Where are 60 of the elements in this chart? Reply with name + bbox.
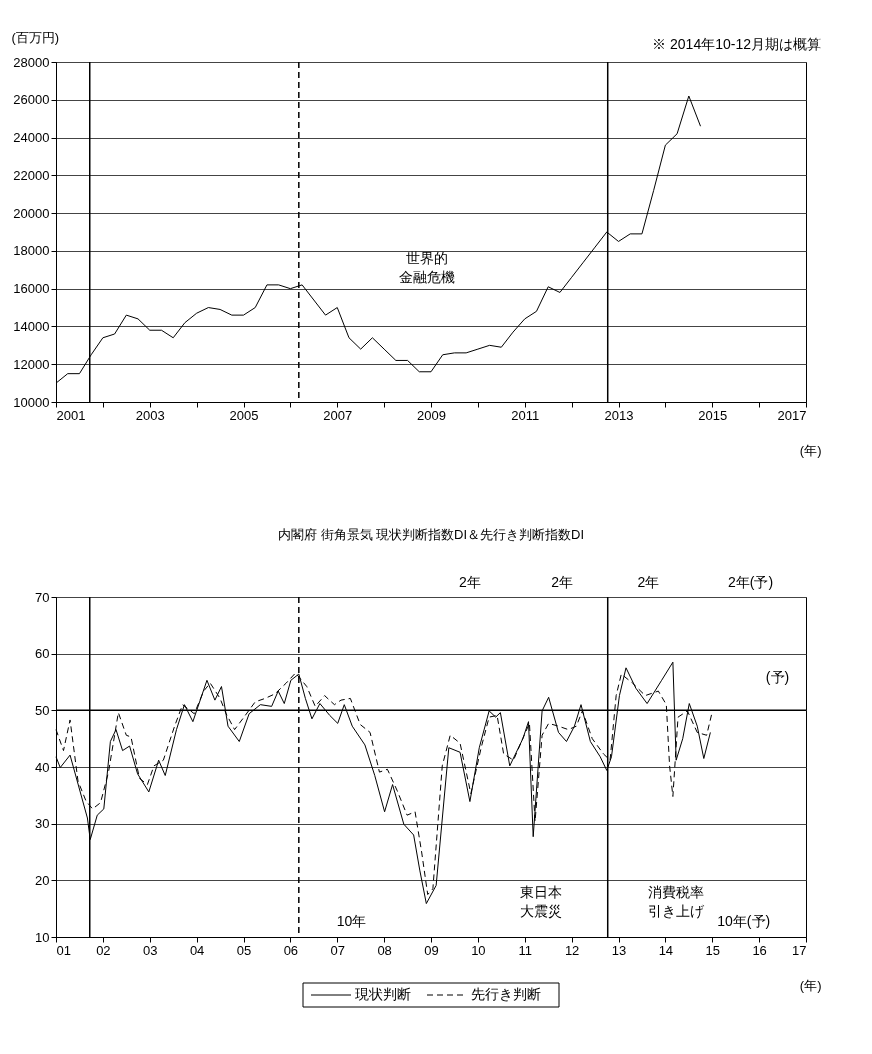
x-tick-label: 04 xyxy=(189,942,205,958)
text: 2年 xyxy=(637,574,660,591)
x-tick-label: 02 xyxy=(96,942,111,958)
x-tick-label: 2003 xyxy=(135,407,165,423)
x-tick-label: 07 xyxy=(330,942,345,958)
y-tick-label: 40 xyxy=(35,759,50,775)
legend-label: 先行き判断 xyxy=(471,986,541,1002)
x-tick-label: 17 xyxy=(792,942,807,958)
x-tick-label: 2011 xyxy=(511,407,540,423)
chart-title: 内閣府 街角景気 現状判断指数DI＆先行き判断指数DI xyxy=(277,527,585,543)
y-tick-label: 16000 xyxy=(13,281,50,297)
legend-label: 現状判断 xyxy=(355,986,411,1002)
y-tick-label: 20000 xyxy=(13,205,50,221)
x-tick-label: 06 xyxy=(283,942,299,958)
y-tick-label: 14000 xyxy=(13,318,50,334)
annotation: 10年(予) xyxy=(717,912,771,929)
x-tick-label: 2015 xyxy=(698,407,728,423)
y-tick-label: 26000 xyxy=(13,92,50,108)
x-tick-label: 03 xyxy=(143,942,158,958)
annotation: 消費税率引き上げ xyxy=(648,883,706,919)
x-axis-title: (年) xyxy=(799,977,822,993)
y-axis-title: (百万円) xyxy=(11,29,60,45)
text: ※ 2014年10-12月期は概算 xyxy=(652,36,821,52)
y-tick-label: 12000 xyxy=(13,356,50,372)
x-tick-label: 08 xyxy=(377,942,392,958)
x-tick-label: 10 xyxy=(471,942,486,958)
text: 2年(予) xyxy=(727,574,774,591)
y-tick-label: 10000 xyxy=(13,394,50,410)
x-tick-label: 14 xyxy=(658,942,674,958)
text: 2年 xyxy=(551,574,574,591)
x-tick-label: 15 xyxy=(705,942,720,958)
text: 2年 xyxy=(459,574,481,591)
y-tick-label: 18000 xyxy=(13,243,50,259)
x-tick-label: 2009 xyxy=(417,407,446,423)
x-tick-label: 2001 xyxy=(56,407,86,423)
x-tick-label: 05 xyxy=(236,942,252,958)
x-tick-label: 2007 xyxy=(323,407,353,423)
x-tick-label: 2017 xyxy=(777,407,807,423)
x-tick-label: 2013 xyxy=(604,407,634,423)
y-tick-label: 22000 xyxy=(13,167,50,183)
annotation: 東日本大震災 xyxy=(519,883,562,919)
y-tick-label: 28000 xyxy=(13,54,50,70)
x-tick-label: 13 xyxy=(611,942,627,958)
x-tick-label: 01 xyxy=(56,942,71,958)
annotation: 10年 xyxy=(336,912,367,929)
annotation: (予) xyxy=(765,668,790,685)
x-tick-label: 12 xyxy=(564,942,580,958)
y-tick-label: 30 xyxy=(35,816,50,832)
y-tick-label: 70 xyxy=(35,589,50,605)
annotation: 世界的金融危機 xyxy=(398,250,455,286)
x-tick-label: 16 xyxy=(752,942,767,958)
y-tick-label: 20 xyxy=(35,872,50,888)
x-tick-label: 09 xyxy=(424,942,439,958)
y-tick-label: 60 xyxy=(35,646,50,662)
x-axis-title: (年) xyxy=(799,442,822,458)
y-tick-label: 50 xyxy=(35,702,50,718)
x-tick-label: 2005 xyxy=(229,407,259,423)
x-tick-label: 11 xyxy=(518,942,532,958)
y-tick-label: 24000 xyxy=(13,130,50,146)
y-tick-label: 10 xyxy=(35,929,50,945)
